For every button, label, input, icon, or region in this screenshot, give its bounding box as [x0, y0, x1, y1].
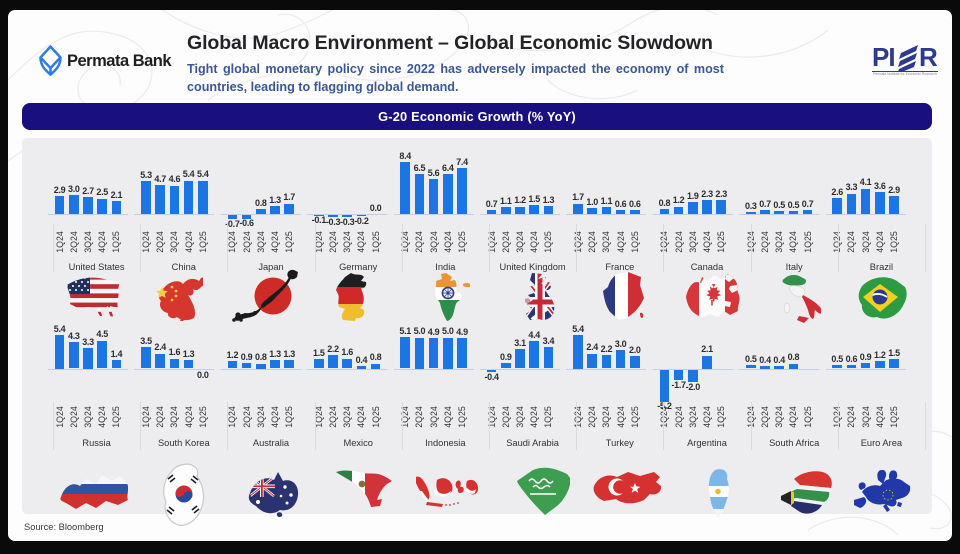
svg-text:PI: PI [872, 42, 895, 72]
svg-text:R: R [919, 42, 938, 72]
